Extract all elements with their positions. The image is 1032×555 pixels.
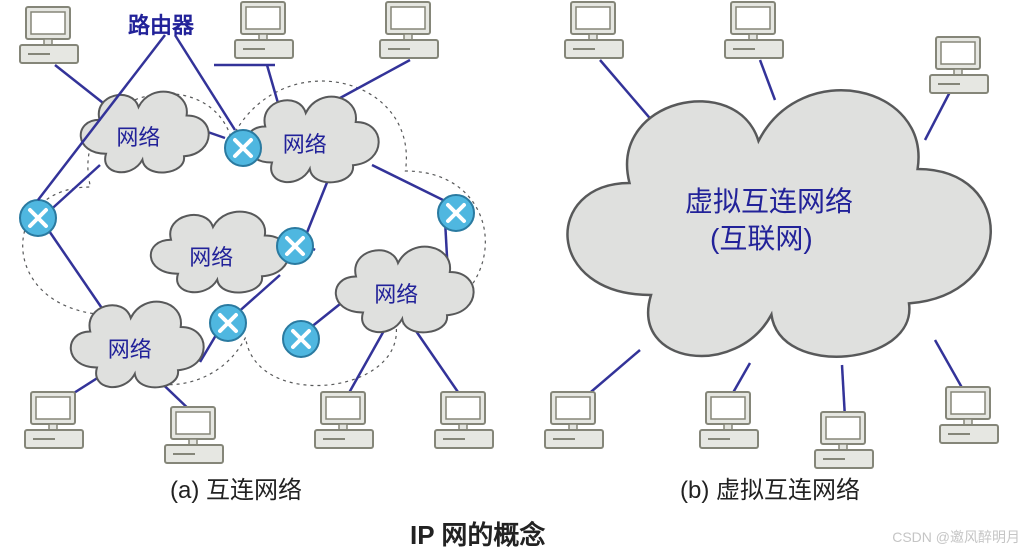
network-cloud-label: 网络 [374, 277, 418, 309]
network-cloud-label: 网络 [116, 120, 160, 152]
router-label: 路由器 [128, 8, 194, 40]
big-cloud-label-1: 虚拟互连网络 [685, 180, 853, 220]
caption-b: (b) 虚拟互连网络 [680, 470, 860, 505]
watermark: CSDN @邀风醉明月 [892, 527, 1020, 547]
network-cloud-label: 网络 [108, 332, 152, 364]
big-cloud-label-2: (互联网) [710, 217, 813, 257]
network-cloud-label: 网络 [283, 127, 327, 159]
network-cloud-label: 网络 [189, 240, 233, 272]
caption-a: (a) 互连网络 [170, 470, 302, 505]
diagram-title: IP 网的概念 [410, 515, 545, 552]
